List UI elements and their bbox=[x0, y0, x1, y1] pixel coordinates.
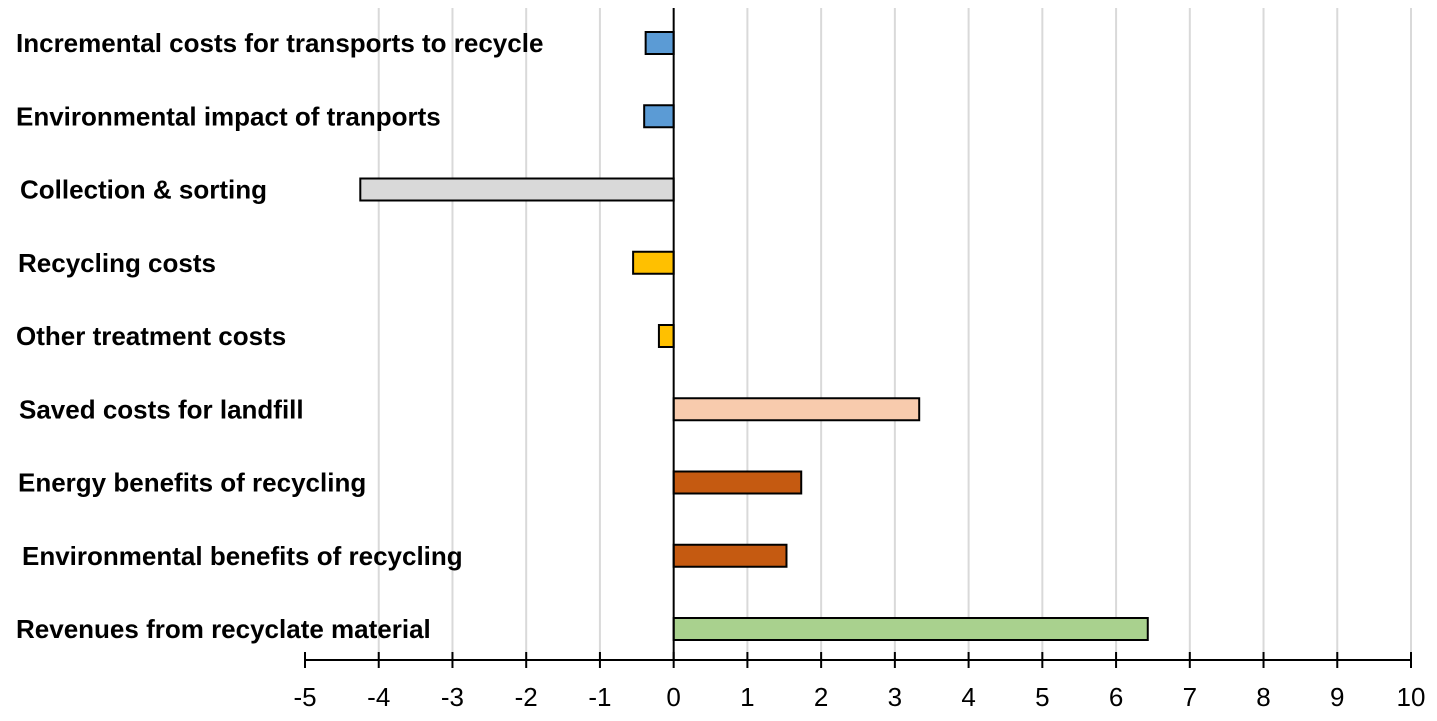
category-label-1: Environmental impact of tranports bbox=[16, 101, 441, 131]
x-tick-label--4: -4 bbox=[367, 682, 390, 712]
bar-2 bbox=[359, 177, 675, 202]
bar-4 bbox=[657, 324, 675, 348]
x-tick-label-10: 10 bbox=[1397, 682, 1426, 712]
bar-1 bbox=[643, 104, 675, 129]
bar-7 bbox=[672, 543, 788, 568]
tick-labels: -5 -4 -3 -2 -1 0 1 2 3 4 5 6 7 8 9 10 bbox=[293, 682, 1425, 712]
category-labels: Incremental costs for transports to recy… bbox=[16, 28, 543, 644]
bar-0 bbox=[644, 31, 675, 55]
category-label-8: Revenues from recyclate material bbox=[16, 614, 431, 644]
x-tick-label-4: 4 bbox=[961, 682, 975, 712]
x-tick-label-6: 6 bbox=[1109, 682, 1123, 712]
x-tick-label-9: 9 bbox=[1330, 682, 1344, 712]
x-tick-label--2: -2 bbox=[515, 682, 538, 712]
x-tick-label-3: 3 bbox=[888, 682, 902, 712]
category-label-7: Environmental benefits of recycling bbox=[22, 541, 463, 571]
x-tick-label-1: 1 bbox=[740, 682, 754, 712]
bar-5 bbox=[672, 397, 921, 422]
category-label-6: Energy benefits of recycling bbox=[18, 468, 366, 498]
x-tick-label--1: -1 bbox=[588, 682, 611, 712]
category-label-3: Recycling costs bbox=[18, 248, 216, 278]
axes bbox=[304, 8, 1412, 668]
bars bbox=[359, 31, 1149, 641]
x-tick-label-0: 0 bbox=[666, 682, 680, 712]
bar-3 bbox=[632, 250, 675, 275]
category-label-2: Collection & sorting bbox=[20, 175, 267, 205]
bar-6 bbox=[672, 470, 803, 495]
bar-8 bbox=[672, 617, 1149, 641]
x-tick-label-8: 8 bbox=[1256, 682, 1270, 712]
x-tick-label-5: 5 bbox=[1035, 682, 1049, 712]
x-tick-label-7: 7 bbox=[1183, 682, 1197, 712]
grid-lines bbox=[377, 8, 1412, 660]
x-tick-label--5: -5 bbox=[293, 682, 316, 712]
x-tick-label--3: -3 bbox=[441, 682, 464, 712]
category-label-5: Saved costs for landfill bbox=[19, 394, 304, 424]
x-tick-label-2: 2 bbox=[814, 682, 828, 712]
category-label-0: Incremental costs for transports to recy… bbox=[16, 28, 543, 58]
category-label-4: Other treatment costs bbox=[16, 321, 286, 351]
